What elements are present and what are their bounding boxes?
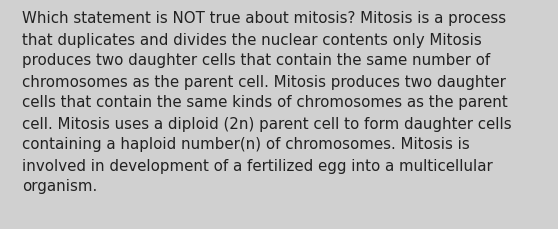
Text: Which statement is NOT true about mitosis? Mitosis is a process
that duplicates : Which statement is NOT true about mitosi…: [22, 11, 512, 194]
